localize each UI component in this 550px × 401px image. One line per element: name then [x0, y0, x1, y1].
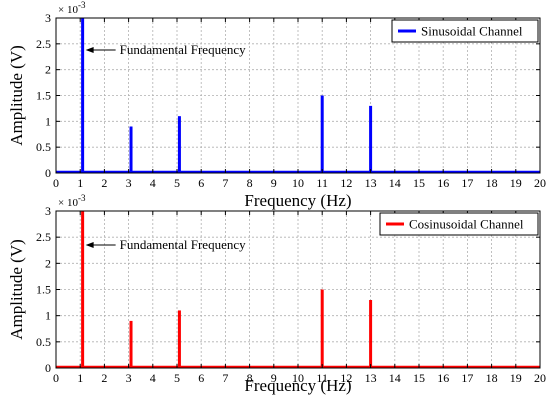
y-tick-label: 3 — [45, 11, 51, 25]
x-tick-label: 18 — [486, 371, 498, 385]
x-tick-label: 17 — [461, 176, 473, 190]
grid — [56, 211, 540, 368]
legend-box — [391, 19, 539, 43]
y-tick-label: 2 — [45, 256, 51, 270]
chart-cosinusoidal: 0 1 2 3 4 5 6 7 8 9 10 11 12 13 14 15 16 17 18 19 2000.511.5… — [7, 193, 546, 395]
x-tick-label: 8 — [247, 176, 253, 190]
x-tick-label: 2 — [101, 371, 107, 385]
y-axis-label: Amplitude (V) — [7, 45, 26, 146]
x-tick-label: 8 — [247, 371, 253, 385]
x-tick-label: 4 — [150, 176, 156, 190]
x-axis-label: Frequency (Hz) — [244, 376, 351, 395]
x-tick-label: 5 — [174, 176, 180, 190]
x-tick-label: 11 — [316, 371, 328, 385]
chart-sinusoidal: 0 1 2 3 4 5 6 7 8 9 10 11 12 13 14 15 16 17 18 19 2000.511.5… — [7, 0, 546, 210]
x-tick-label: 0 — [53, 176, 59, 190]
y-tick-label: 1 — [45, 114, 51, 128]
x-tick-label: 11 — [316, 176, 328, 190]
y-tick-label: 2 — [45, 63, 51, 77]
y-tick-label: 3 — [45, 204, 51, 218]
x-tick-label: 6 — [198, 176, 204, 190]
annotation-arrowhead — [85, 242, 94, 248]
y-tick-label: 2.5 — [36, 230, 51, 244]
x-tick-label: 6 — [198, 371, 204, 385]
y-tick-label: 0 — [45, 361, 51, 375]
x-tick-label: 20 — [534, 371, 546, 385]
y-tick-label: 0.5 — [36, 335, 51, 349]
x-tick-label: 2 — [101, 176, 107, 190]
y-axis-label: Amplitude (V) — [7, 239, 26, 340]
x-tick-label: 19 — [510, 371, 522, 385]
x-tick-label: 1 — [77, 371, 83, 385]
y-tick-label: 1 — [45, 309, 51, 323]
x-tick-label: 19 — [510, 176, 522, 190]
y-tick-label: 1.5 — [36, 283, 51, 297]
x-tick-label: 3 — [126, 371, 132, 385]
x-tick-label: 10 — [292, 371, 304, 385]
x-tick-label: 12 — [340, 176, 352, 190]
grid — [56, 18, 540, 173]
y-tick-label: 1.5 — [36, 89, 51, 103]
x-tick-label: 17 — [461, 371, 473, 385]
legend: Cosinusoidal Channel — [379, 212, 539, 236]
x-tick-label: 7 — [222, 371, 228, 385]
x-tick-label: 14 — [389, 371, 401, 385]
x-tick-label: 4 — [150, 371, 156, 385]
x-tick-label: 14 — [389, 176, 401, 190]
annotation-label: Fundamental Frequency — [120, 237, 246, 252]
y-tick-label: 0 — [45, 166, 51, 180]
x-tick-label: 13 — [365, 176, 377, 190]
x-tick-label: 0 — [53, 371, 59, 385]
y-multiplier: × 10-3 — [58, 193, 86, 209]
x-tick-label: 13 — [365, 371, 377, 385]
x-tick-label: 20 — [534, 176, 546, 190]
x-axis-label: Frequency (Hz) — [244, 191, 351, 210]
y-multiplier: × 10-3 — [58, 0, 86, 16]
x-tick-label: 9 — [271, 371, 277, 385]
x-tick-label: 5 — [174, 371, 180, 385]
x-tick-label: 3 — [126, 176, 132, 190]
x-tick-label: 16 — [437, 371, 449, 385]
legend-box — [379, 212, 539, 236]
x-tick-label: 12 — [340, 371, 352, 385]
y-tick-label: 2.5 — [36, 37, 51, 51]
x-tick-label: 7 — [222, 176, 228, 190]
x-tick-label: 15 — [413, 371, 425, 385]
x-tick-label: 15 — [413, 176, 425, 190]
legend-label: Cosinusoidal Channel — [409, 217, 524, 232]
legend-label: Sinusoidal Channel — [421, 24, 523, 39]
annotation-arrowhead — [85, 47, 94, 53]
x-tick-label: 10 — [292, 176, 304, 190]
x-tick-label: 16 — [437, 176, 449, 190]
x-tick-label: 1 — [77, 176, 83, 190]
x-tick-label: 18 — [486, 176, 498, 190]
annotation-label: Fundamental Frequency — [120, 42, 246, 57]
x-tick-label: 9 — [271, 176, 277, 190]
legend: Sinusoidal Channel — [391, 19, 539, 43]
y-tick-label: 0.5 — [36, 140, 51, 154]
